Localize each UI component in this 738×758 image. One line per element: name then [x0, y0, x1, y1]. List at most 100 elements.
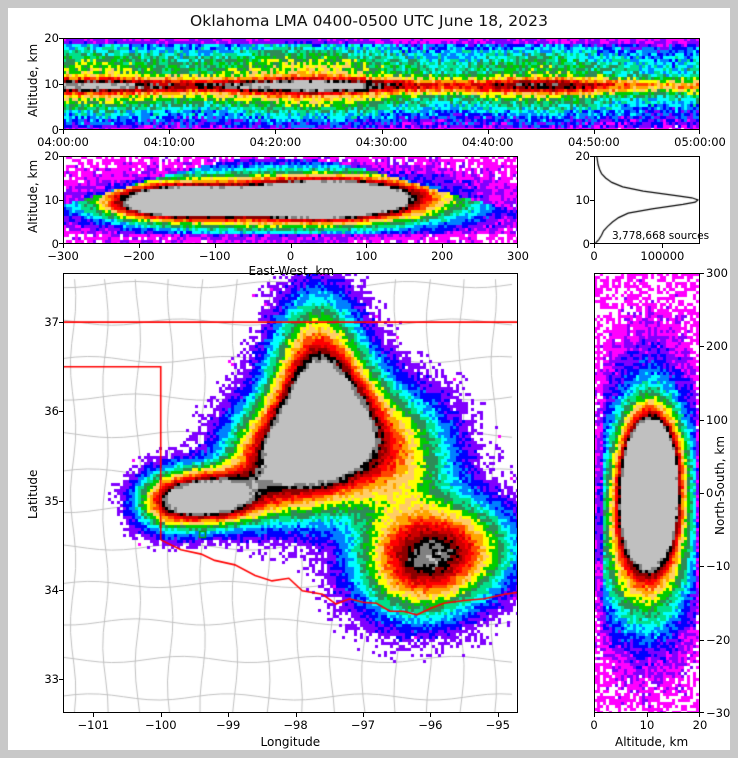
axis-tick-mark — [593, 130, 595, 134]
x-tick-label-east-west: −200 — [123, 249, 155, 263]
y-tick-label-north-south: −300 — [706, 706, 730, 720]
axis-tick-mark — [700, 346, 704, 348]
y-tick-label-latitude: 35 — [44, 493, 59, 508]
axis-tick-mark — [59, 589, 63, 591]
axis-tick-mark — [699, 713, 700, 717]
axis-tick-mark — [700, 566, 704, 568]
axis-tick-mark — [59, 38, 63, 39]
axis-tick-mark — [59, 84, 63, 85]
x-tick-label-time: 04:50:00 — [568, 135, 620, 149]
x-tick-label-time: 04:10:00 — [143, 135, 195, 149]
y-tick-label-latitude: 36 — [44, 404, 59, 419]
x-tick-label-east-west: −100 — [198, 249, 231, 263]
y-axis-label-altitude: Altitude, km — [26, 159, 40, 233]
axis-tick-mark — [59, 679, 63, 681]
y-tick-label-altitude: 10 — [575, 193, 590, 207]
x-tick-label-time: 04:00:00 — [37, 135, 89, 149]
axis-tick-mark — [59, 156, 63, 157]
y-tick-label-north-south: −200 — [706, 632, 730, 647]
y-tick-label-latitude: 33 — [44, 672, 59, 687]
y-tick-label-altitude: 0 — [582, 237, 590, 251]
east-west-heatmap — [63, 156, 518, 244]
y-tick-label-latitude: 34 — [44, 582, 59, 597]
x-tick-label-time: 04:20:00 — [249, 135, 302, 149]
x-tick-label-time: 04:30:00 — [355, 135, 408, 149]
y-tick-label-altitude: 0 — [51, 123, 59, 137]
axis-tick-mark — [275, 130, 277, 134]
panel-time-height — [63, 38, 700, 130]
axis-tick-mark — [362, 713, 364, 717]
y-tick-label-north-south: 100 — [706, 412, 728, 427]
axis-tick-mark — [699, 130, 700, 134]
axis-tick-mark — [93, 713, 95, 717]
axis-tick-mark — [63, 244, 64, 248]
axis-tick-mark — [160, 713, 162, 717]
axis-tick-mark — [138, 244, 140, 248]
axis-tick-mark — [59, 322, 63, 324]
axis-tick-mark — [594, 713, 595, 717]
axis-tick-mark — [487, 130, 489, 134]
x-tick-label-east-west: 100 — [355, 249, 378, 263]
y-tick-label-altitude: 20 — [44, 31, 59, 45]
figure-title: Oklahoma LMA 0400-0500 UTC June 18, 2023 — [189, 12, 549, 30]
axis-tick-mark — [517, 244, 518, 248]
panel-north-south-height — [594, 273, 700, 713]
y-tick-label-altitude: 10 — [44, 193, 59, 207]
x-tick-label-east-west: −300 — [47, 249, 79, 263]
x-tick-label-longitude: −96 — [418, 718, 443, 732]
plan-view-heatmap — [63, 273, 518, 713]
axis-tick-mark — [59, 243, 63, 244]
axis-tick-mark — [497, 713, 499, 717]
axis-tick-mark — [590, 243, 594, 244]
axis-tick-mark — [290, 244, 292, 248]
axis-tick-mark — [700, 712, 704, 713]
altitude-histogram-curve — [594, 156, 700, 244]
source-count-annotation: 3,778,668 sources — [612, 230, 710, 242]
x-tick-label-east-west: 0 — [286, 249, 295, 263]
axis-tick-mark — [430, 713, 432, 717]
axis-tick-mark — [295, 713, 297, 717]
x-tick-label-altitude: 0 — [590, 718, 598, 732]
y-axis-label-north-south: North-South, km — [713, 435, 727, 535]
axis-tick-mark — [169, 130, 171, 134]
x-tick-label-longitude: −100 — [144, 718, 177, 732]
axis-tick-mark — [590, 156, 594, 157]
figure-canvas: Oklahoma LMA 0400-0500 UTC June 18, 2023… — [8, 8, 730, 750]
x-tick-label-time: 04:40:00 — [461, 135, 514, 149]
north-south-heatmap — [594, 273, 700, 713]
y-tick-label-altitude: 0 — [51, 237, 59, 251]
x-tick-label-longitude: −99 — [216, 718, 241, 732]
axis-tick-mark — [59, 500, 63, 502]
x-tick-label-east-west: 200 — [431, 249, 454, 263]
y-tick-label-north-south: 200 — [706, 339, 728, 354]
y-axis-label-latitude: Latitude — [26, 469, 40, 519]
axis-tick-mark — [700, 419, 704, 421]
time-height-heatmap — [63, 38, 700, 130]
axis-tick-mark — [381, 130, 383, 134]
x-axis-label-longitude: Longitude — [260, 735, 321, 749]
axis-tick-mark — [662, 244, 664, 248]
axis-tick-mark — [59, 129, 63, 130]
axis-tick-mark — [214, 244, 216, 248]
axis-tick-mark — [63, 130, 64, 134]
axis-tick-mark — [228, 713, 230, 717]
x-tick-label-longitude: −98 — [283, 718, 308, 732]
x-tick-label-longitude: −95 — [485, 718, 510, 732]
x-tick-label-longitude: −101 — [77, 718, 110, 732]
y-tick-label-north-south: 0 — [706, 486, 714, 500]
y-tick-label-altitude: 20 — [575, 149, 590, 163]
y-tick-label-altitude: 10 — [44, 77, 59, 91]
y-tick-label-north-south: −100 — [706, 559, 730, 574]
x-axis-label-altitude: Altitude, km — [615, 735, 689, 749]
y-tick-label-altitude: 20 — [44, 149, 59, 163]
axis-tick-mark — [590, 200, 594, 201]
x-tick-label-altitude: 20 — [692, 718, 708, 732]
x-tick-label-east-west: 300 — [507, 249, 529, 263]
x-tick-label-time: 05:00:00 — [674, 135, 726, 149]
axis-tick-mark — [700, 273, 704, 274]
axis-tick-mark — [594, 244, 595, 248]
axis-tick-mark — [59, 200, 63, 201]
y-tick-label-north-south: 300 — [706, 266, 728, 280]
panel-plan-view — [63, 273, 518, 713]
y-tick-label-latitude: 37 — [44, 315, 59, 330]
